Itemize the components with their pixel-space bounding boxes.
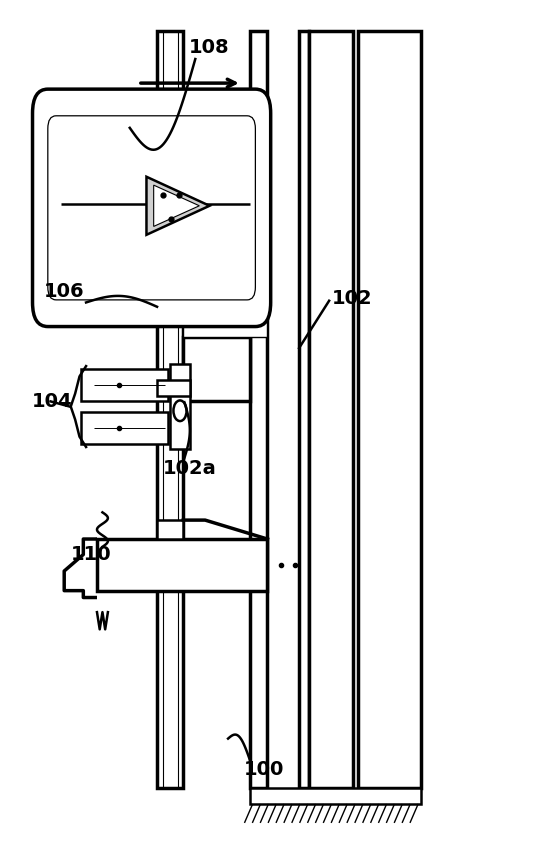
- Bar: [81, 412, 168, 444]
- Polygon shape: [147, 177, 210, 235]
- Bar: [157, 520, 183, 539]
- Bar: [250, 789, 421, 804]
- Text: 100: 100: [243, 760, 284, 779]
- Bar: [309, 31, 352, 789]
- Bar: [97, 539, 267, 590]
- Bar: [250, 31, 267, 789]
- Bar: [81, 369, 168, 401]
- Bar: [157, 31, 183, 789]
- Text: 108: 108: [189, 38, 229, 57]
- FancyBboxPatch shape: [32, 89, 271, 326]
- Text: 102a: 102a: [163, 459, 217, 478]
- Bar: [157, 380, 191, 396]
- Bar: [183, 337, 250, 401]
- Bar: [170, 364, 191, 449]
- Circle shape: [173, 400, 187, 421]
- Text: 110: 110: [71, 545, 112, 564]
- Bar: [183, 315, 267, 337]
- Bar: [299, 31, 309, 789]
- Bar: [358, 31, 421, 789]
- Polygon shape: [154, 186, 199, 226]
- FancyBboxPatch shape: [48, 116, 255, 299]
- Text: 104: 104: [31, 392, 72, 411]
- Text: 102: 102: [332, 288, 372, 308]
- Text: 106: 106: [44, 281, 85, 300]
